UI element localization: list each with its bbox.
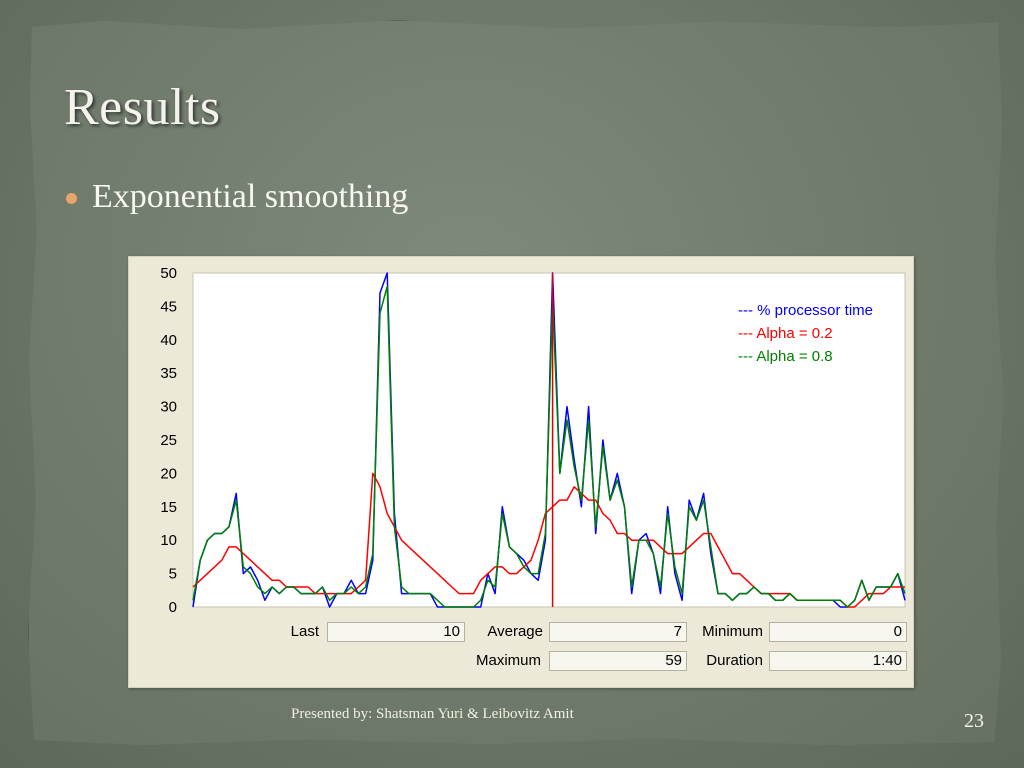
performance-monitor-panel: 0 5 10 15 20 25 30 35 40 45 50 --- % processor time… (128, 256, 914, 688)
footer-credit: Presented by: Shatsman Yuri & Leibovitz … (291, 706, 574, 722)
stat-duration-value: 1:40 (769, 651, 907, 671)
stat-maximum-label: Maximum (475, 652, 541, 669)
bullet-dot-icon (66, 192, 77, 204)
y-tick-label: 15 (160, 499, 177, 516)
stat-average-value: 7 (549, 622, 687, 642)
y-tick-label: 25 (160, 432, 177, 449)
y-tick-label: 40 (160, 332, 177, 349)
y-tick-label: 45 (160, 298, 177, 315)
y-tick-label: 30 (160, 399, 177, 416)
performance-chart: 0 5 10 15 20 25 30 35 40 45 50 --- % processor time… (160, 265, 906, 616)
y-tick-label: 5 (169, 566, 177, 583)
y-tick-label: 0 (169, 599, 177, 616)
legend-item-0: --- % processor time (738, 302, 873, 319)
bullet-item: Exponential smoothing (66, 178, 408, 216)
y-tick-label: 20 (160, 465, 177, 482)
stat-last-value: 10 (327, 622, 465, 642)
stat-average-label: Average (487, 623, 543, 640)
stat-last-label: Last (290, 623, 319, 640)
stat-duration-label: Duration (706, 652, 763, 669)
slide-number: 23 (964, 710, 984, 732)
bullet-text: Exponential smoothing (92, 178, 409, 215)
y-tick-label: 10 (160, 532, 177, 549)
legend-item-2: --- Alpha = 0.8 (738, 348, 833, 365)
stat-minimum-label: Minimum (702, 623, 763, 640)
series-line-1 (192, 472, 905, 608)
y-tick-label: 50 (160, 265, 177, 282)
legend-item-1: --- Alpha = 0.2 (738, 325, 833, 342)
slide-title: Results (64, 79, 221, 136)
stat-minimum-value: 0 (769, 622, 907, 642)
stat-maximum-value: 59 (549, 651, 687, 671)
series-line-2 (192, 285, 906, 608)
y-tick-label: 35 (160, 365, 177, 382)
